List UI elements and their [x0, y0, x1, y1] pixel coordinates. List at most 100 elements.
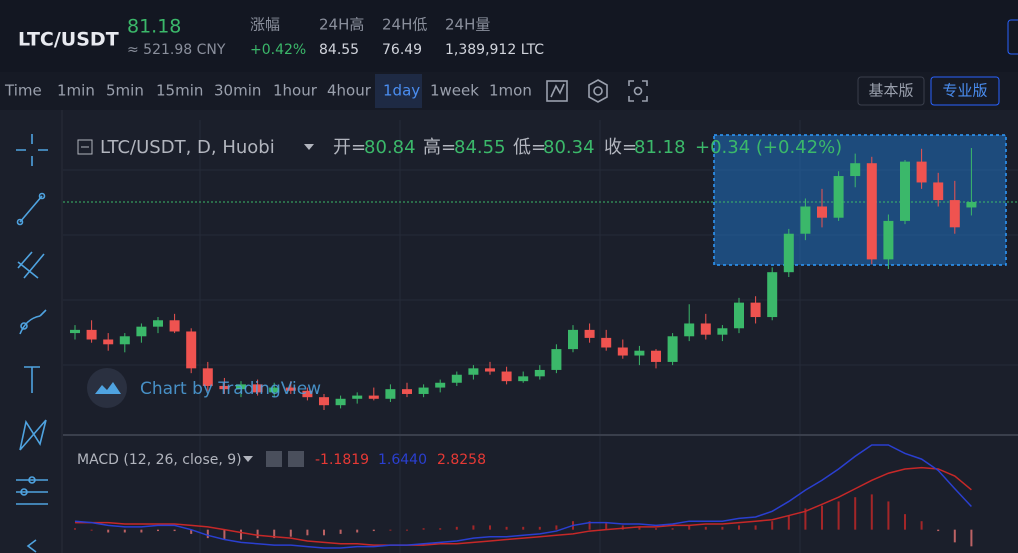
selection-box[interactable]	[713, 134, 1007, 266]
macd-histogram-bar	[489, 525, 491, 530]
interval[interactable]: 1mon	[489, 82, 532, 100]
interval[interactable]: 1hour	[273, 82, 318, 100]
candle-body	[169, 320, 180, 332]
interval[interactable]: 30min	[214, 82, 261, 100]
legend-symbol[interactable]: LTC/USDT, D, Huobi	[100, 137, 275, 158]
macd-dropdown[interactable]	[243, 456, 253, 462]
candle-body	[335, 398, 346, 406]
candle-body	[202, 368, 213, 386]
macd-histogram-bar	[90, 529, 93, 531]
change: +0.42%	[250, 42, 306, 58]
candle-body	[667, 336, 678, 362]
macd-histogram-bar	[854, 497, 857, 530]
side-button[interactable]	[1007, 19, 1018, 55]
candle-body	[236, 384, 246, 390]
macd-histogram-bar	[306, 529, 309, 536]
candle-body	[900, 161, 910, 221]
candle-body	[485, 368, 495, 372]
macd-histogram-bar	[190, 529, 193, 534]
candle-body	[617, 347, 628, 356]
macd-histogram-bar	[422, 528, 425, 530]
interval[interactable]: 5min	[106, 82, 144, 100]
macd-histogram-bar	[638, 526, 641, 530]
pro-button[interactable]: 专业版	[942, 82, 987, 100]
legend-dropdown[interactable]	[304, 144, 314, 150]
macd-histogram-bar	[754, 525, 757, 530]
legend-change: +0.34 (+0.42%)	[695, 137, 842, 158]
candle-body	[302, 390, 313, 398]
macd-histogram-bar	[787, 515, 790, 530]
macd-histogram-bar	[173, 529, 176, 532]
candle-body	[352, 395, 363, 399]
macd-histogram-bar	[870, 494, 873, 530]
candle-body	[850, 163, 861, 177]
interval[interactable]: 15min	[156, 82, 203, 100]
interval[interactable]: Time	[4, 82, 42, 100]
legend-value: 84.55	[454, 137, 506, 158]
cny-price: ≈ 521.98 CNY	[127, 42, 226, 58]
candle-body	[435, 382, 446, 388]
high-label: 24H高	[319, 16, 364, 34]
macd-histogram-bar	[887, 501, 890, 530]
pro-button-frame[interactable]	[930, 76, 1000, 106]
watermark-logo	[87, 368, 127, 408]
candle-body	[551, 349, 562, 370]
candle-body	[817, 206, 827, 218]
basic-button[interactable]: 基本版	[868, 82, 913, 100]
price: 81.18	[127, 16, 181, 38]
watermark-logo-mark	[95, 382, 121, 394]
macd-histogram-bar	[223, 529, 226, 540]
macd-histogram-bar	[472, 525, 475, 530]
candle-body	[70, 329, 80, 334]
candle-body	[933, 182, 944, 201]
macd-histogram-bar	[688, 525, 691, 530]
watermark[interactable]: Chart by TradingView	[140, 379, 321, 399]
macd-settings[interactable]	[266, 451, 282, 467]
candle-body	[269, 387, 280, 393]
candle-body	[966, 202, 977, 208]
legend-value: 80.84	[364, 137, 416, 158]
candle-body	[750, 302, 761, 318]
macd-histogram-bar	[240, 529, 242, 540]
candle-body	[153, 320, 163, 327]
collapse-icon[interactable]	[77, 139, 93, 155]
change-label: 涨幅	[250, 16, 280, 34]
macd-histogram-bar	[721, 526, 724, 530]
tool-sidebar	[0, 110, 62, 553]
candle-body	[866, 163, 877, 260]
candle-body	[501, 371, 512, 382]
macd-histogram-bar	[837, 501, 840, 530]
candle-body	[651, 350, 661, 362]
candle-body	[601, 337, 612, 348]
toolbar-icons[interactable]	[546, 79, 648, 103]
candle-body	[451, 374, 462, 383]
candle-body	[518, 376, 529, 382]
macd-histogram-bar	[704, 526, 707, 530]
macd-histogram-bar	[389, 529, 392, 531]
macd-histogram-bar	[738, 525, 740, 530]
macd-histogram-bar	[937, 529, 940, 532]
macd-histogram-bar	[771, 521, 774, 530]
macd-histogram-bar	[206, 529, 209, 539]
candle-body	[717, 328, 728, 335]
macd-close[interactable]	[288, 451, 304, 467]
basic-button-frame[interactable]	[857, 76, 925, 106]
macd-histogram-bar	[140, 529, 143, 533]
candle-body	[402, 389, 412, 394]
macd-histogram-bar	[904, 514, 906, 530]
interval[interactable]: 1min	[57, 82, 95, 100]
volume-label: 24H量	[445, 16, 490, 34]
interval[interactable]: 4hour	[327, 82, 372, 100]
macd-pane	[74, 444, 973, 549]
high: 84.55	[319, 42, 359, 58]
candle-body	[800, 206, 811, 234]
candle-body	[86, 329, 97, 340]
macd-histogram-bar	[522, 526, 525, 530]
macd-histogram-bar	[273, 529, 276, 539]
candle-body	[634, 350, 645, 356]
macd-histogram-bar	[123, 529, 126, 533]
interval[interactable]: 1day	[383, 82, 420, 100]
drawing-tools[interactable]	[16, 134, 48, 553]
macd-histogram-bar	[920, 521, 923, 530]
interval[interactable]: 1week	[430, 82, 479, 100]
